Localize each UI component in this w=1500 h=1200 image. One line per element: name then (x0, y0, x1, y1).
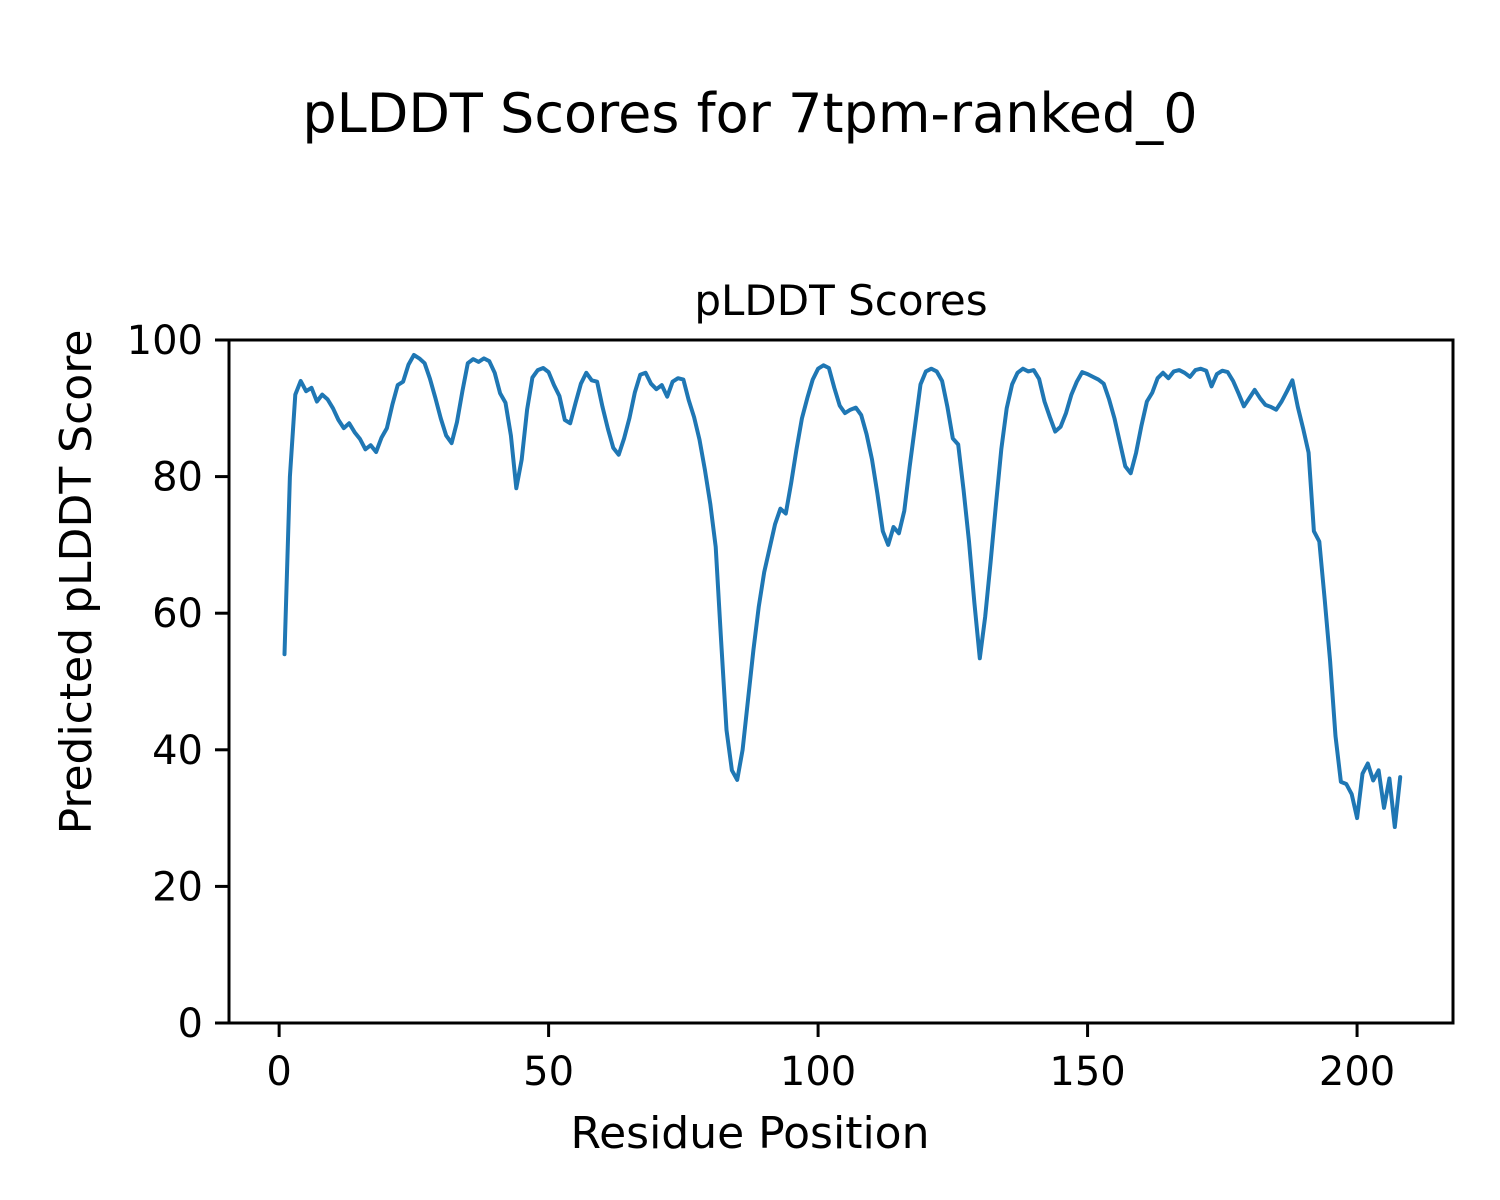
axes-title: pLDDT Scores (694, 276, 988, 325)
y-tick-label: 20 (152, 864, 203, 910)
x-tick-label: 150 (1049, 1049, 1125, 1095)
y-tick-label: 100 (127, 318, 203, 364)
figure-title: pLDDT Scores for 7tpm-ranked_0 (302, 82, 1198, 145)
plot-spines (227, 338, 1455, 1025)
y-tick-label: 40 (152, 728, 203, 774)
x-tick-label: 100 (780, 1049, 856, 1095)
x-tick-label: 200 (1319, 1049, 1395, 1095)
x-tick-label: 50 (523, 1049, 574, 1095)
x-axis-label: Residue Position (570, 1108, 930, 1159)
y-tick-label: 0 (178, 1001, 203, 1047)
y-tick-label: 60 (152, 591, 203, 637)
x-tick-label: 0 (266, 1049, 291, 1095)
plddt-line (282, 353, 1403, 829)
y-tick-label: 80 (152, 455, 203, 501)
